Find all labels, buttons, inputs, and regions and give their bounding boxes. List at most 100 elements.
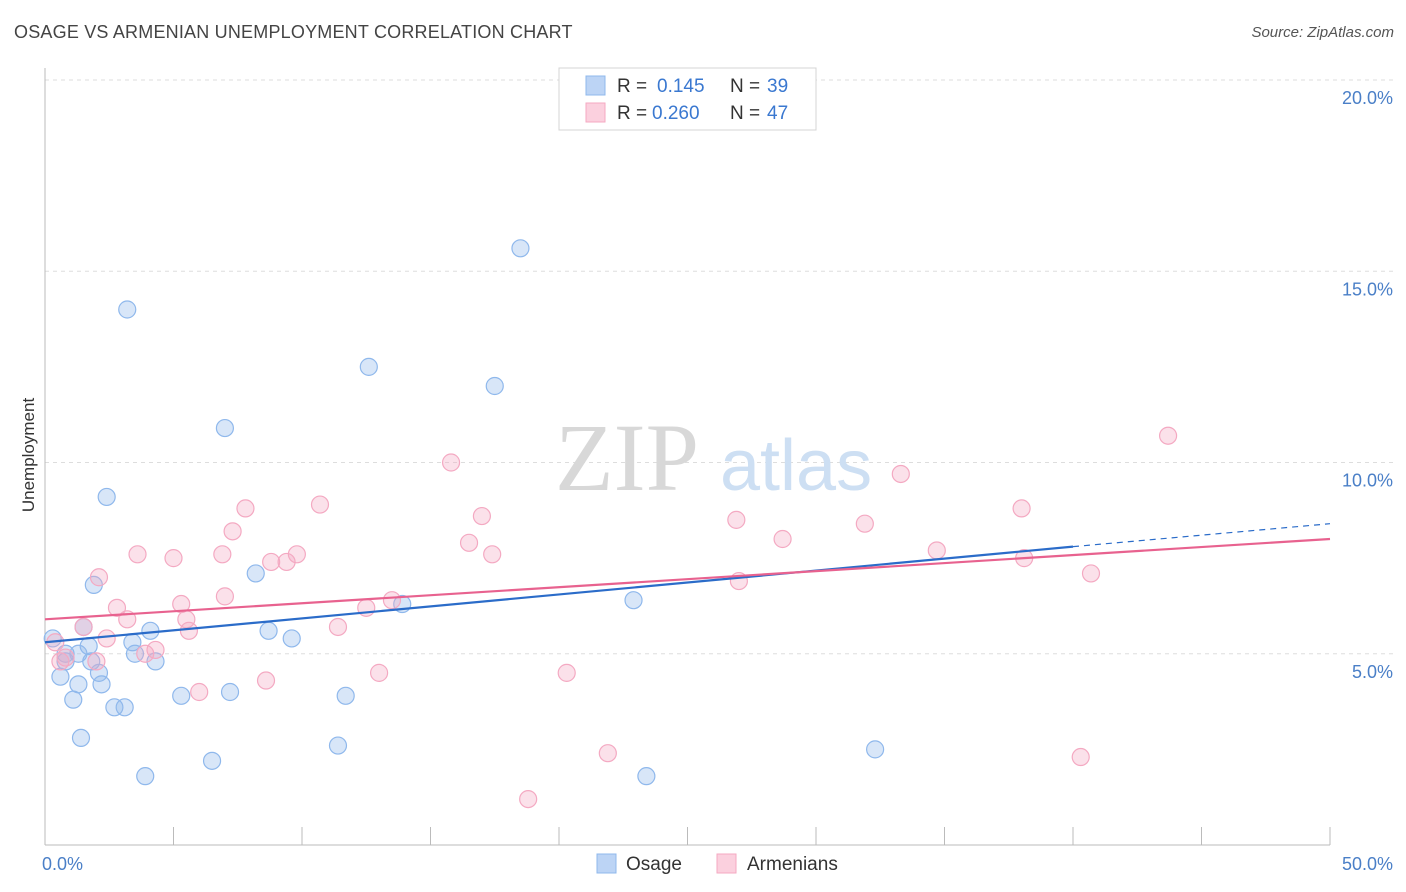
point-osage-5 — [69, 675, 88, 694]
point-osage-23 — [172, 686, 191, 705]
series-legend-swatch-osage — [596, 853, 617, 874]
point-osage-21 — [141, 621, 160, 640]
point-armenians-33 — [483, 545, 502, 564]
point-osage-7 — [71, 728, 91, 748]
point-armenians-42 — [927, 541, 946, 560]
point-osage-25 — [215, 418, 234, 438]
point-osage-36 — [624, 591, 643, 610]
point-osage-31 — [336, 686, 355, 705]
point-armenians-10 — [136, 644, 155, 663]
source-label: Source: ZipAtlas.com — [1251, 24, 1394, 41]
point-armenians-20 — [236, 499, 255, 518]
point-armenians-12 — [164, 549, 183, 568]
point-armenians-17 — [213, 545, 232, 564]
point-armenians-40 — [855, 514, 874, 533]
point-armenians-3 — [74, 617, 93, 637]
point-armenians-30 — [441, 453, 461, 472]
point-armenians-23 — [277, 552, 296, 572]
legend-r-label-2: R = — [617, 103, 647, 124]
point-armenians-39 — [773, 529, 792, 549]
point-osage-37 — [637, 767, 656, 786]
point-armenians-19 — [223, 522, 242, 541]
point-armenians-28 — [370, 663, 389, 682]
point-armenians-7 — [107, 598, 127, 617]
y-tick-label-1: 10.0% — [1342, 471, 1393, 491]
axes — [44, 68, 1331, 846]
point-armenians-46 — [1081, 564, 1101, 583]
tick-labels: 5.0% 10.0% 15.0% 20.0% 0.0% 50.0% — [42, 88, 1393, 874]
point-osage-28 — [259, 621, 278, 640]
trend-line-osage — [44, 545, 1074, 644]
point-osage-15 — [105, 698, 124, 717]
point-armenians-45 — [1071, 747, 1090, 767]
trend-line-armenians — [44, 537, 1331, 621]
point-osage-17 — [118, 300, 137, 319]
point-osage-19 — [125, 644, 145, 663]
series-legend-label-osage: Osage — [626, 854, 682, 875]
legend-r-label-1: R = — [617, 76, 647, 97]
point-armenians-32 — [472, 506, 491, 526]
y-axis-label: Unemployment — [19, 398, 38, 513]
x-tick-label-1: 50.0% — [1342, 854, 1393, 874]
chart-title: OSAGE VS ARMENIAN UNEMPLOYMENT CORRELATI… — [14, 22, 573, 42]
legend-n-value-1: 39 — [767, 76, 788, 97]
point-armenians-5 — [89, 568, 109, 587]
point-armenians-22 — [262, 552, 281, 572]
series-legend-label-armenians: Armenians — [747, 854, 838, 875]
watermark-zip: ZIP — [555, 404, 699, 511]
point-armenians-24 — [287, 545, 306, 564]
point-armenians-6 — [97, 629, 116, 648]
point-armenians-43 — [1012, 499, 1031, 518]
point-armenians-29 — [382, 591, 402, 610]
y-tick-label-3: 20.0% — [1342, 88, 1393, 108]
series-legend: Osage Armenians — [596, 853, 838, 875]
point-osage-12 — [89, 663, 109, 682]
y-tick-label-2: 15.0% — [1342, 279, 1393, 299]
point-osage-9 — [79, 636, 98, 656]
point-osage-32 — [359, 357, 378, 376]
point-osage-27 — [246, 564, 265, 583]
legend-n-value-2: 47 — [767, 103, 788, 124]
trend-lines — [44, 523, 1331, 644]
point-osage-29 — [282, 629, 301, 648]
legend-swatch-armenians — [585, 102, 606, 123]
point-armenians-26 — [328, 617, 348, 637]
point-armenians-34 — [519, 789, 538, 809]
x-tick-label-0: 0.0% — [42, 854, 83, 874]
point-osage-20 — [136, 767, 155, 786]
point-armenians-47 — [1158, 426, 1178, 445]
point-armenians-36 — [598, 744, 617, 763]
watermark-atlas: atlas — [720, 426, 872, 506]
stats-legend: R = 0.145 N = 39 R = 0.260 N = 47 — [558, 67, 817, 131]
point-armenians-14 — [179, 621, 199, 640]
point-armenians-9 — [128, 545, 147, 564]
legend-r-value-1: 0.145 — [657, 76, 705, 97]
point-armenians-15 — [177, 610, 196, 629]
point-osage-35 — [511, 239, 530, 258]
point-osage-4 — [64, 690, 83, 709]
watermark: ZIP atlas — [555, 404, 872, 511]
point-armenians-41 — [891, 464, 910, 484]
point-osage-13 — [92, 675, 111, 694]
legend-n-label-1: N = — [730, 76, 760, 97]
point-armenians-25 — [310, 495, 330, 514]
point-osage-16 — [115, 698, 134, 717]
trend-line-extension-osage — [1072, 523, 1331, 548]
point-armenians-37 — [727, 510, 746, 529]
point-armenians-2 — [56, 648, 75, 667]
point-osage-24 — [202, 751, 222, 770]
point-armenians-18 — [215, 587, 234, 606]
point-osage-14 — [97, 487, 116, 507]
series-legend-swatch-armenians — [716, 853, 737, 874]
point-armenians-35 — [557, 663, 576, 682]
legend-swatch-osage — [585, 75, 606, 96]
y-tick-label-0: 5.0% — [1352, 662, 1393, 682]
legend-r-value-2: 0.260 — [652, 103, 700, 124]
point-osage-34 — [485, 376, 504, 396]
point-osage-30 — [328, 736, 348, 755]
data-points — [43, 239, 1178, 809]
gridlines — [45, 79, 1395, 655]
point-armenians-16 — [190, 682, 209, 702]
point-armenians-4 — [87, 652, 106, 671]
